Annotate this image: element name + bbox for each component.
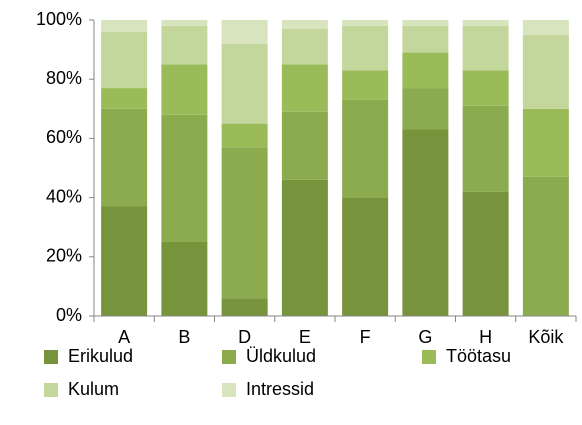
bar-segment (101, 20, 148, 32)
bar-segment (462, 191, 509, 316)
bar-segment (342, 197, 389, 316)
y-tick-label: 60% (46, 127, 82, 147)
bar-segment (101, 206, 148, 316)
bar-segment (462, 105, 509, 192)
bar-segment (462, 25, 509, 71)
legend-swatch (44, 383, 58, 397)
x-tick-label: H (479, 327, 492, 347)
bar-segment (281, 179, 328, 316)
bar-segment (161, 25, 208, 65)
legend-label: Töötasu (446, 346, 511, 366)
bar-segment (402, 52, 449, 89)
legend-swatch (44, 350, 58, 364)
x-tick-label: D (238, 327, 251, 347)
bar-segment (462, 70, 509, 106)
bar-segment (281, 20, 328, 29)
y-tick-label: 100% (36, 9, 82, 29)
bar-segment (161, 20, 208, 26)
bar-segment (161, 242, 208, 316)
bar-segment (221, 20, 268, 44)
bar-segment (522, 34, 569, 109)
bar-segment (101, 88, 148, 109)
legend-label: Erikulud (68, 346, 133, 366)
x-tick-label: F (360, 327, 371, 347)
legend-swatch (222, 383, 236, 397)
bar-segment (221, 123, 268, 148)
bar-segment (281, 28, 328, 65)
x-tick-label: A (118, 327, 130, 347)
bar-segment (402, 25, 449, 53)
bar-segment (522, 108, 569, 177)
bar-segment (221, 147, 268, 299)
y-tick-label: 80% (46, 68, 82, 88)
bar-segment (342, 99, 389, 198)
bar-segment (221, 298, 268, 316)
bar-segment (522, 20, 569, 35)
legend-label: Üldkulud (246, 346, 316, 366)
bar-segment (522, 176, 569, 316)
y-tick-label: 40% (46, 186, 82, 206)
legend-label: Kulum (68, 379, 119, 399)
bar-segment (101, 108, 148, 207)
bar-segment (161, 114, 208, 242)
y-tick-label: 20% (46, 246, 82, 266)
x-tick-label: Kõik (528, 327, 564, 347)
bar-segment (462, 20, 509, 26)
bar-segment (402, 20, 449, 26)
x-tick-label: B (178, 327, 190, 347)
bar-segment (402, 88, 449, 130)
bar-segment (342, 25, 389, 71)
bar-segment (281, 64, 328, 112)
bar-segment (342, 20, 389, 26)
x-tick-label: G (418, 327, 432, 347)
bar-segment (221, 43, 268, 124)
y-tick-label: 0% (56, 305, 82, 325)
legend-swatch (422, 350, 436, 364)
bar-segment (161, 64, 208, 115)
legend-swatch (222, 350, 236, 364)
legend-label: Intressid (246, 379, 314, 399)
bar-segment (342, 70, 389, 100)
bar-segment (101, 31, 148, 89)
x-tick-label: E (299, 327, 311, 347)
bar-segment (402, 129, 449, 316)
bar-segment (281, 111, 328, 180)
